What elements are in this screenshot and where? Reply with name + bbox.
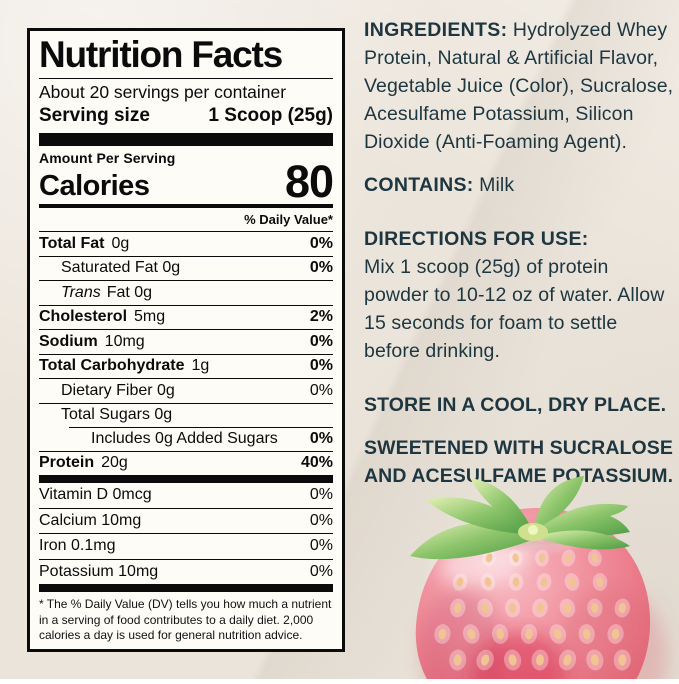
nutrient-amount: Saturated Fat 0g bbox=[61, 259, 181, 277]
nutrient-amount: Vitamin D 0mcg bbox=[39, 486, 152, 504]
serving-size-value: 1 Scoop (25g) bbox=[208, 104, 333, 126]
nutrient-amount: Total Sugars 0g bbox=[61, 406, 173, 424]
ingredients-label: INGREDIENTS: bbox=[364, 19, 508, 41]
table-row: Iron 0.1mg 0% bbox=[39, 533, 333, 559]
table-row: Potassium 10mg 0% bbox=[39, 558, 333, 585]
nutrient-name: Protein bbox=[39, 454, 95, 472]
ingredients-paragraph: INGREDIENTS: Hydrolyzed Whey Protein, Na… bbox=[364, 16, 674, 156]
table-row: Total Carbohydrate 1g 0% bbox=[39, 353, 333, 379]
contains-text: Milk bbox=[479, 174, 515, 196]
table-row: Includes 0g Added Sugars 0% bbox=[39, 426, 333, 452]
nutrient-amount: Calcium 10mg bbox=[39, 511, 142, 529]
nutrient-name: Total Carbohydrate bbox=[39, 357, 185, 375]
nutrition-facts-panel: Nutrition Facts About 20 servings per co… bbox=[27, 28, 345, 652]
serving-size-label: Serving size bbox=[39, 104, 150, 126]
servings-per-container: About 20 servings per container bbox=[39, 81, 287, 102]
serving-size-row: Serving size 1 Scoop (25g) bbox=[39, 104, 333, 133]
table-row: Total Fat 0g 0% bbox=[39, 231, 333, 256]
nutrient-dv: 0% bbox=[309, 430, 333, 448]
thick-divider bbox=[39, 475, 333, 484]
daily-value-footnote: * The % Daily Value (DV) tells you how m… bbox=[39, 597, 332, 642]
table-row: Calcium 10mg 0% bbox=[39, 507, 333, 534]
medium-divider bbox=[39, 203, 333, 209]
strawberry-leaves bbox=[410, 476, 630, 560]
nutrient-dv: 0% bbox=[309, 259, 333, 277]
nutrient-name: Trans bbox=[61, 283, 101, 301]
nutrient-amount: Includes 0g Added Sugars bbox=[91, 430, 278, 448]
nutrient-name: Total Fat bbox=[39, 234, 105, 252]
calories-row: Calories 80 bbox=[39, 155, 334, 207]
nutrient-name: Sodium bbox=[39, 332, 98, 350]
table-row: Dietary Fiber 0g 0% bbox=[39, 378, 333, 403]
nutrient-amount: 20g bbox=[101, 454, 128, 472]
nutrition-facts-title: Nutrition Facts bbox=[39, 34, 283, 75]
storage-note: STORE IN A COOL, DRY PLACE. bbox=[364, 394, 667, 416]
directions-paragraph: DIRECTIONS FOR USE: Mix 1 scoop (25g) of … bbox=[364, 225, 674, 365]
nutrient-name: Cholesterol bbox=[39, 308, 128, 326]
strawberry-image bbox=[392, 476, 679, 684]
nutrient-amount: Potassium 10mg bbox=[39, 562, 159, 580]
nutrient-dv: 0% bbox=[309, 511, 333, 529]
nutrient-dv: 0% bbox=[309, 332, 333, 350]
indented-row-inner: Includes 0g Added Sugars 0% bbox=[69, 426, 333, 452]
nutrient-amount: Dietary Fiber 0g bbox=[61, 381, 175, 399]
nutrient-dv: 2% bbox=[309, 308, 333, 326]
daily-value-header: % Daily Value* bbox=[244, 212, 333, 228]
nutrient-dv: 40% bbox=[300, 454, 333, 472]
table-row: Saturated Fat 0g 0% bbox=[39, 255, 333, 281]
thick-divider bbox=[39, 132, 333, 146]
table-row: Protein 20g 40% bbox=[39, 450, 333, 476]
nutrient-dv: 0% bbox=[309, 537, 333, 555]
table-row: Trans Fat 0g bbox=[39, 280, 333, 305]
directions-label: DIRECTIONS FOR USE: bbox=[364, 228, 589, 250]
info-panel: INGREDIENTS: Hydrolyzed Whey Protein, Na… bbox=[364, 16, 674, 490]
calories-label: Calories bbox=[39, 169, 150, 202]
divider bbox=[39, 77, 333, 79]
ingredients-text: Hydrolyzed Whey Protein, Natural & Artif… bbox=[364, 19, 674, 153]
table-row: Total Sugars 0g bbox=[39, 402, 333, 428]
nutrient-amount: 1g bbox=[191, 357, 210, 375]
nutrient-dv: 0% bbox=[309, 486, 333, 504]
table-row: Sodium 10mg 0% bbox=[39, 329, 333, 354]
nutrient-amount: Fat 0g bbox=[106, 283, 153, 301]
directions-text: Mix 1 scoop (25g) of protein powder to 1… bbox=[364, 256, 665, 362]
nutrient-dv: 0% bbox=[309, 381, 333, 399]
contains-paragraph: CONTAINS: Milk bbox=[364, 171, 674, 199]
amount-per-serving-label: Amount Per Serving bbox=[39, 149, 176, 166]
nutrient-amount: 10mg bbox=[104, 332, 145, 350]
nutrient-amount: 0g bbox=[111, 234, 130, 252]
table-row: Vitamin D 0mcg 0% bbox=[39, 483, 333, 508]
thick-divider bbox=[39, 584, 333, 593]
nutrient-dv: 0% bbox=[309, 234, 333, 252]
nutrient-dv: 0% bbox=[309, 357, 333, 375]
calories-value: 80 bbox=[284, 155, 334, 207]
strawberry-svg bbox=[410, 476, 667, 684]
nutrient-amount: Iron 0.1mg bbox=[39, 537, 116, 555]
nutrient-dv: 0% bbox=[309, 562, 333, 580]
nutrient-amount: 5mg bbox=[134, 308, 166, 326]
contains-label: CONTAINS: bbox=[364, 174, 474, 196]
table-row: Cholesterol 5mg 2% bbox=[39, 304, 333, 330]
sweetener-note: SWEETENED WITH SUCRALOSE AND ACESULFAME … bbox=[364, 437, 674, 487]
